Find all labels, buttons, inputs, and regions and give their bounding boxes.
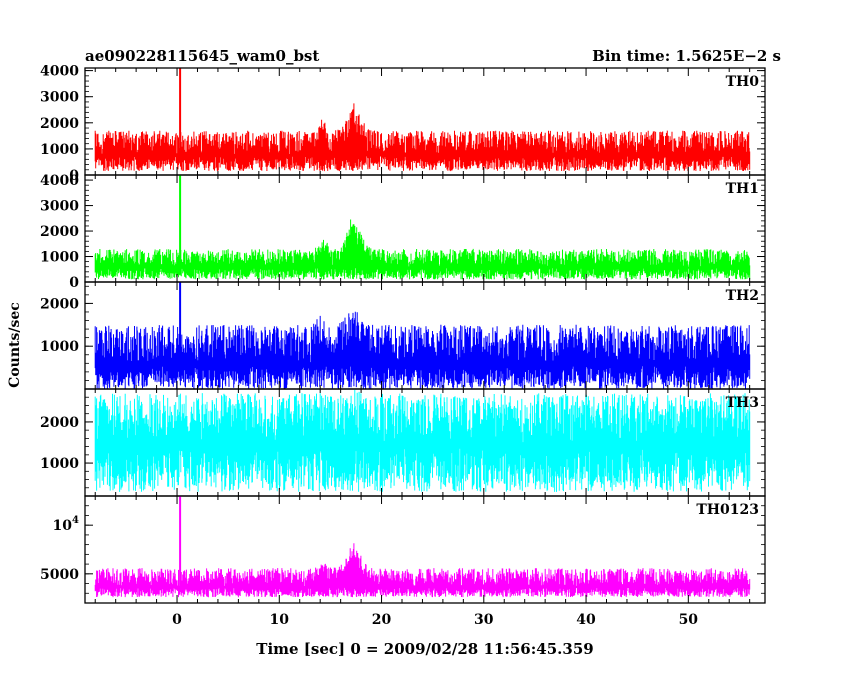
series-th1 — [94, 219, 751, 280]
y-tick-label-th1: 3000 — [40, 199, 79, 215]
panel-label-th1: TH1 — [726, 181, 759, 197]
y-tick-label-th0: 1000 — [40, 142, 79, 158]
x-tick-label: 30 — [474, 612, 494, 628]
y-tick-label-th1: 1000 — [40, 250, 79, 266]
y-axis-label: Counts/sec — [7, 302, 23, 388]
panel-label-th3: TH3 — [726, 395, 759, 411]
y-tick-label-th3: 2000 — [40, 415, 79, 431]
panels-group: 0 1000 2000 3000 4000 TH0 0 1000 2000 3000 4000 TH1… — [40, 64, 766, 628]
x-tick-label: 50 — [679, 612, 699, 628]
y-tick-label-th0: 3000 — [40, 90, 79, 106]
x-tick-label: 10 — [270, 612, 290, 628]
y-tick-label-th0: 0 — [69, 168, 79, 184]
x-tick-label: 20 — [372, 612, 392, 628]
x-tick-label: 0 — [172, 612, 182, 628]
series-th0 — [94, 103, 751, 172]
series-th3 — [94, 389, 751, 492]
chart-title: ae090228115645_wam0_bst — [85, 47, 319, 65]
y-tick-label-th0: 2000 — [40, 116, 79, 132]
panel-label-th2: TH2 — [726, 288, 759, 304]
series-th0123 — [94, 543, 751, 598]
panel-th2: 1000 2000 TH2 — [40, 281, 766, 390]
y-tick-label-th1: 4000 — [40, 173, 79, 189]
y-tick-label-th2: 1000 — [40, 339, 79, 355]
y-tick-label-th0123: 104 — [53, 515, 79, 534]
panel-label-th0: TH0 — [726, 74, 760, 90]
y-tick-label-th1: 0 — [69, 275, 79, 291]
y-tick-label-th1: 2000 — [40, 224, 79, 240]
y-tick-label-th0123: 5000 — [40, 567, 79, 583]
y-tick-label-th2: 2000 — [40, 296, 79, 312]
y-tick-label-th0: 4000 — [40, 64, 79, 80]
panel-label-th0123: TH0123 — [696, 502, 759, 518]
panel-th0: 0 1000 2000 3000 4000 TH0 — [40, 64, 766, 184]
y-tick-label-th3: 1000 — [40, 456, 79, 472]
panel-th3: 1000 2000 TH3 — [40, 388, 766, 497]
bin-time-label: Bin time: 1.5625E−2 s — [592, 47, 781, 65]
panel-th0123: 5000 104 TH0123 — [40, 495, 766, 604]
x-tick-label: 40 — [576, 612, 596, 628]
series-th2 — [94, 311, 751, 389]
x-axis-label: Time [sec] 0 = 2009/02/28 11:56:45.359 — [256, 640, 593, 658]
panel-frame-th0123 — [84, 495, 766, 604]
panel-th1: 0 1000 2000 3000 4000 TH1 — [40, 173, 766, 291]
